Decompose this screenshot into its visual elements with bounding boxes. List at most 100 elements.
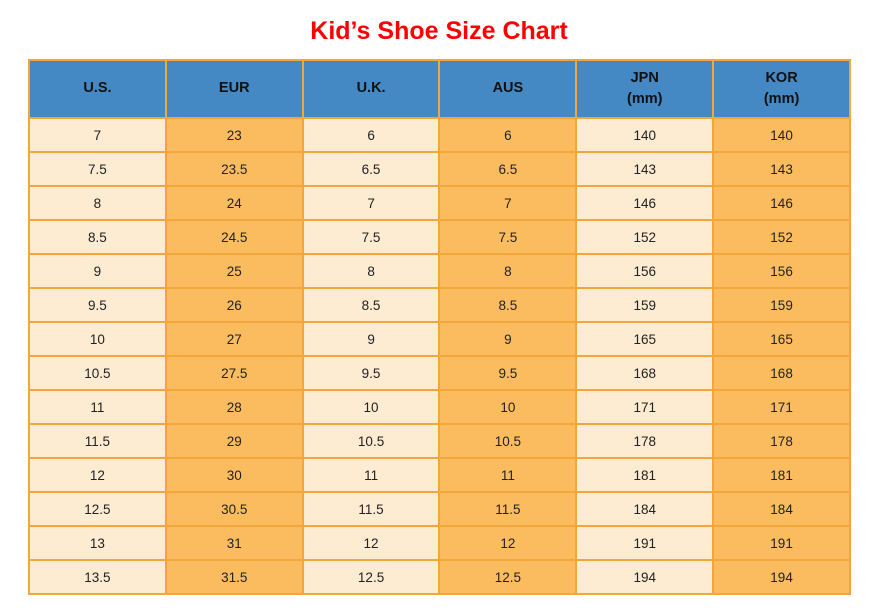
table-row: 9 25 8 8 156 156 (28, 253, 851, 289)
column-header-label: AUS (492, 80, 524, 97)
table-cell: 10.5 (438, 423, 578, 459)
table-cell: 8 (28, 185, 167, 221)
table-cell: 9.5 (301, 355, 441, 391)
table-cell: 12.5 (438, 559, 578, 595)
column-header-sub: (mm) (627, 91, 663, 107)
shoe-size-table: U.S. EUR U.K. AUS JPN (mm) KOR (mm) (28, 59, 851, 595)
table-cell: 152 (575, 219, 715, 255)
table-cell: 8.5 (438, 287, 578, 323)
table-cell: 159 (712, 287, 851, 323)
table-cell: 11 (28, 389, 167, 425)
table-header: U.S. EUR U.K. AUS JPN (mm) KOR (mm) (28, 59, 851, 119)
table-cell: 11.5 (301, 491, 441, 527)
table-cell: 23.5 (164, 151, 304, 187)
table-cell: 28 (164, 389, 304, 425)
table-cell: 168 (712, 355, 851, 391)
column-header-aus: AUS (438, 59, 578, 119)
table-cell: 13.5 (28, 559, 167, 595)
table-cell: 24 (164, 185, 304, 221)
table-row: 11 28 10 10 171 171 (28, 389, 851, 425)
table-cell: 13 (28, 525, 167, 561)
table-cell: 8 (301, 253, 441, 289)
table-cell: 10 (301, 389, 441, 425)
table-cell: 12 (438, 525, 578, 561)
table-cell: 191 (712, 525, 851, 561)
table-cell: 12.5 (28, 491, 167, 527)
table-cell: 7.5 (28, 151, 167, 187)
table-cell: 140 (712, 117, 851, 153)
table-cell: 140 (575, 117, 715, 153)
table-cell: 152 (712, 219, 851, 255)
table-cell: 30.5 (164, 491, 304, 527)
table-cell: 11.5 (28, 423, 167, 459)
table-cell: 10 (28, 321, 167, 357)
table-cell: 27 (164, 321, 304, 357)
table-cell: 12 (28, 457, 167, 493)
table-cell: 165 (712, 321, 851, 357)
table-cell: 12.5 (301, 559, 441, 595)
column-header-jpn: JPN (mm) (575, 59, 715, 119)
table-row: 8 24 7 7 146 146 (28, 185, 851, 221)
column-header-uk: U.K. (301, 59, 441, 119)
table-cell: 191 (575, 525, 715, 561)
table-cell: 9 (301, 321, 441, 357)
column-header-label: U.S. (83, 80, 112, 97)
table-cell: 7.5 (438, 219, 578, 255)
column-header-eur: EUR (164, 59, 304, 119)
table-cell: 26 (164, 287, 304, 323)
column-header-label: U.K. (356, 80, 386, 97)
column-header-kor: KOR (mm) (712, 59, 851, 119)
table-cell: 9.5 (438, 355, 578, 391)
table-cell: 12 (301, 525, 441, 561)
table-cell: 6 (301, 117, 441, 153)
table-cell: 168 (575, 355, 715, 391)
table-cell: 178 (712, 423, 851, 459)
table-cell: 8 (438, 253, 578, 289)
table-cell: 31 (164, 525, 304, 561)
table-cell: 143 (575, 151, 715, 187)
table-cell: 6 (438, 117, 578, 153)
table-cell: 165 (575, 321, 715, 357)
table-cell: 9 (28, 253, 167, 289)
table-row: 9.5 26 8.5 8.5 159 159 (28, 287, 851, 323)
column-header-sub: (mm) (763, 91, 800, 107)
table-cell: 146 (712, 185, 851, 221)
table-cell: 194 (575, 559, 715, 595)
table-row: 10 27 9 9 165 165 (28, 321, 851, 357)
table-cell: 9 (438, 321, 578, 357)
table-cell: 8.5 (28, 219, 167, 255)
table-cell: 146 (575, 185, 715, 221)
table-cell: 10.5 (28, 355, 167, 391)
table-cell: 194 (712, 559, 851, 595)
table-row: 7.5 23.5 6.5 6.5 143 143 (28, 151, 851, 187)
table-cell: 29 (164, 423, 304, 459)
table-cell: 7 (301, 185, 441, 221)
table-row: 7 23 6 6 140 140 (28, 117, 851, 153)
table-cell: 7.5 (301, 219, 441, 255)
header-row: U.S. EUR U.K. AUS JPN (mm) KOR (mm) (28, 59, 851, 119)
table-cell: 178 (575, 423, 715, 459)
table-cell: 10 (438, 389, 578, 425)
table-cell: 9.5 (28, 287, 167, 323)
table-row: 11.5 29 10.5 10.5 178 178 (28, 423, 851, 459)
table-cell: 27.5 (164, 355, 304, 391)
table-body: 7 23 6 6 140 140 7.5 23.5 6.5 6.5 143 143 8 24 7 7 146 14… (28, 117, 851, 595)
table-cell: 171 (575, 389, 715, 425)
table-cell: 159 (575, 287, 715, 323)
table-cell: 7 (438, 185, 578, 221)
table-cell: 181 (575, 457, 715, 493)
table-cell: 143 (712, 151, 851, 187)
table-cell: 184 (712, 491, 851, 527)
column-header-us: U.S. (28, 59, 167, 119)
table-cell: 171 (712, 389, 851, 425)
table-cell: 11 (438, 457, 578, 493)
table-row: 12 30 11 11 181 181 (28, 457, 851, 493)
table-cell: 156 (712, 253, 851, 289)
table-cell: 156 (575, 253, 715, 289)
table-cell: 24.5 (164, 219, 304, 255)
column-header-label: EUR (218, 80, 250, 97)
column-header-label: KOR (765, 69, 798, 86)
table-row: 12.5 30.5 11.5 11.5 184 184 (28, 491, 851, 527)
table-cell: 31.5 (164, 559, 304, 595)
table-cell: 8.5 (301, 287, 441, 323)
